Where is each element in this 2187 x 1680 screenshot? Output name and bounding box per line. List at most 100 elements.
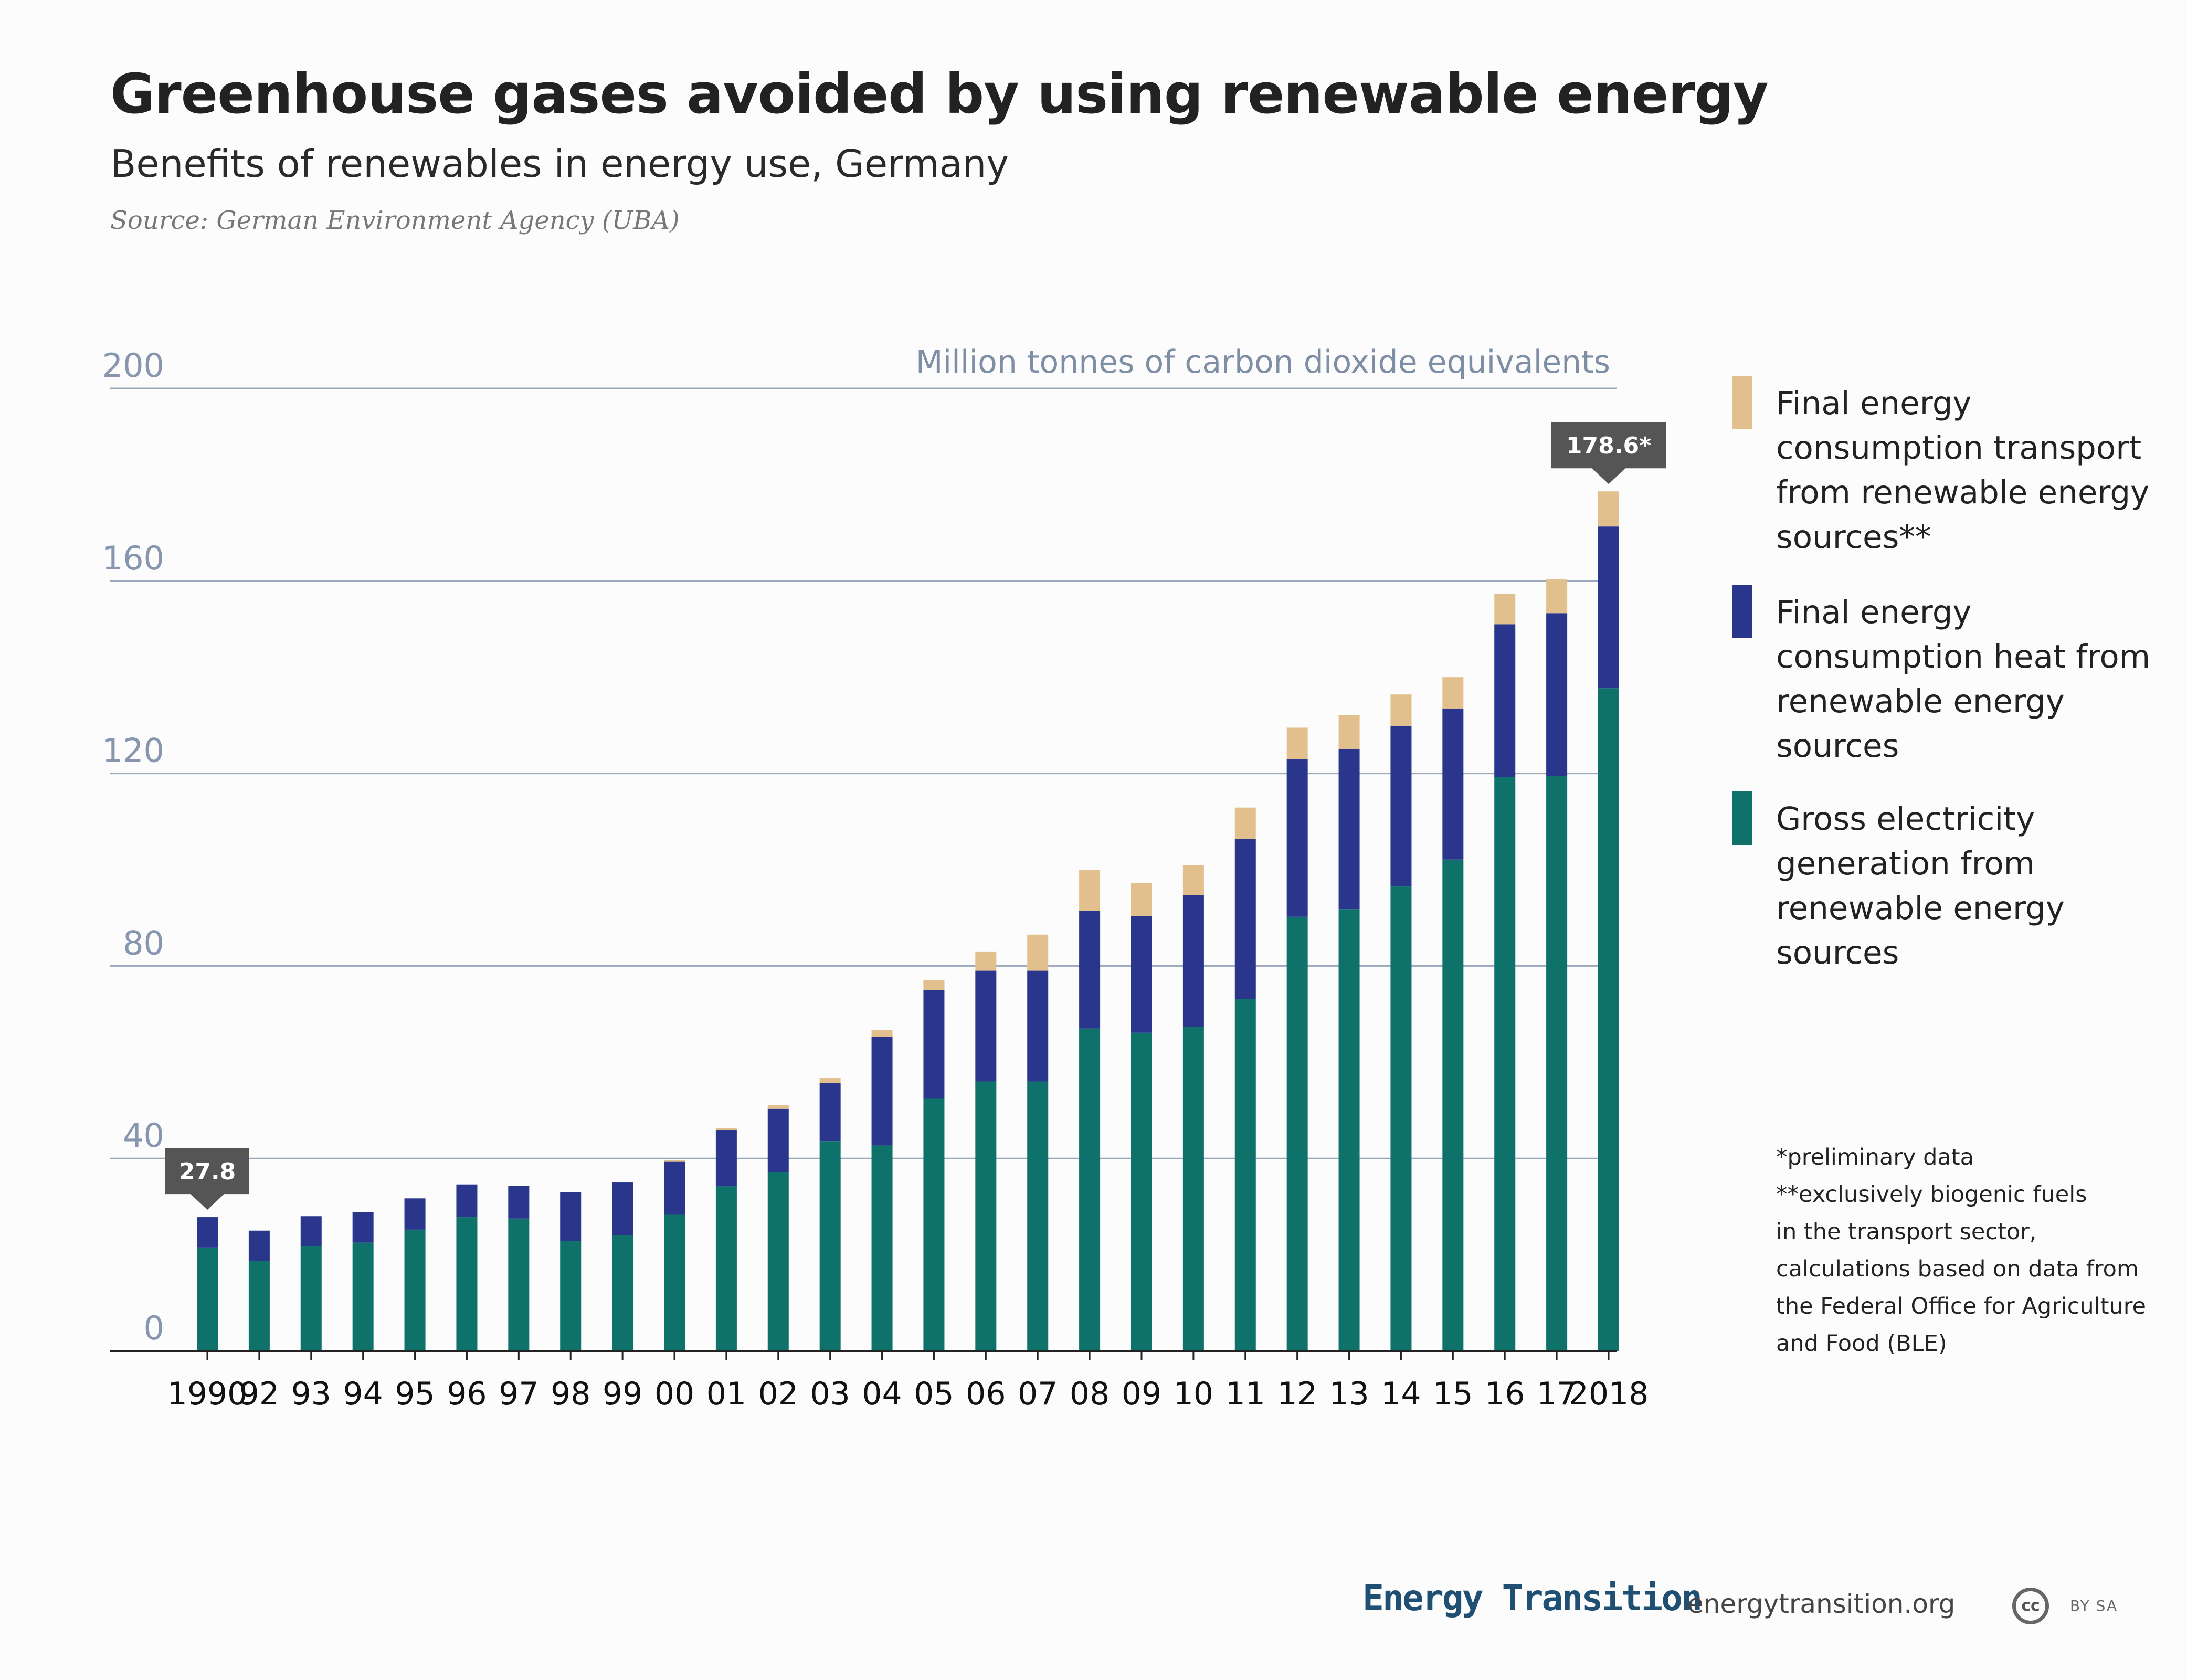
bar-segment bbox=[767, 1172, 789, 1351]
footnote-line: the Federal Office for Agriculture bbox=[1776, 1293, 2146, 1319]
y-tick-label: 120 bbox=[102, 732, 164, 770]
creative-commons-icon: cc bbox=[2012, 1588, 2049, 1624]
y-tick-label: 80 bbox=[123, 924, 164, 962]
legend-label-transport: Final energy consumption transport from … bbox=[1776, 385, 2150, 556]
y-tick-label: 200 bbox=[102, 346, 164, 385]
callout-box bbox=[1551, 422, 1666, 484]
x-tick-label: 94 bbox=[343, 1376, 383, 1412]
x-tick-label: 2018 bbox=[1569, 1376, 1649, 1412]
bar-segment bbox=[1079, 1028, 1101, 1351]
x-tick-label: 14 bbox=[1381, 1376, 1421, 1412]
bar-segment bbox=[508, 1218, 530, 1351]
y-tick-label: 40 bbox=[123, 1116, 164, 1155]
y-tick-label: 160 bbox=[102, 539, 164, 577]
bar-segment bbox=[1442, 859, 1464, 1351]
bar-segment bbox=[1286, 916, 1308, 1351]
bar-segment bbox=[1079, 910, 1101, 1029]
bar-segment bbox=[612, 1182, 633, 1235]
y-axis-tick-labels: 0 40 80 120 160 200 bbox=[102, 346, 164, 1347]
bar-segment bbox=[715, 1186, 737, 1351]
bar-segment bbox=[1390, 886, 1412, 1351]
footnote-line: **exclusively biogenic fuels bbox=[1776, 1181, 2087, 1208]
bar-segment bbox=[767, 1108, 789, 1172]
bar-segment bbox=[508, 1186, 530, 1219]
bar-segment bbox=[1182, 865, 1204, 895]
bar-segment bbox=[1234, 807, 1256, 839]
x-tick-label: 17 bbox=[1537, 1376, 1577, 1412]
chart-title: Greenhouse gases avoided by using renewa… bbox=[110, 62, 1769, 126]
bar-segment bbox=[1338, 715, 1360, 749]
bar-segment bbox=[300, 1246, 322, 1351]
bar-segment bbox=[1131, 916, 1152, 1033]
bar-segment bbox=[1390, 694, 1412, 726]
bar-segment bbox=[560, 1241, 582, 1351]
bar-segment bbox=[664, 1214, 685, 1351]
x-tick-label: 00 bbox=[654, 1376, 694, 1412]
bar-segment bbox=[1494, 624, 1516, 777]
brand-logo: Energy Transition bbox=[1362, 1578, 1703, 1619]
bar-segment bbox=[923, 980, 945, 990]
x-tick-label: 11 bbox=[1225, 1376, 1265, 1412]
x-tick-label: 08 bbox=[1070, 1376, 1110, 1412]
bar-segment bbox=[1442, 677, 1464, 709]
footnote-line: calculations based on data from bbox=[1776, 1256, 2139, 1282]
x-tick-label: 13 bbox=[1329, 1376, 1369, 1412]
x-tick-label: 99 bbox=[603, 1376, 642, 1412]
bar-segment bbox=[612, 1235, 633, 1351]
x-tick-label: 15 bbox=[1433, 1376, 1473, 1412]
x-tick-label: 10 bbox=[1174, 1376, 1213, 1412]
gridlines bbox=[110, 387, 1617, 1159]
bars bbox=[197, 491, 1619, 1351]
x-tick-label: 95 bbox=[395, 1376, 435, 1412]
bar-segment bbox=[1598, 688, 1619, 1351]
bar-segment bbox=[871, 1030, 893, 1037]
bar-segment bbox=[1027, 970, 1049, 1082]
x-tick-label: 98 bbox=[551, 1376, 590, 1412]
bar-segment bbox=[352, 1212, 374, 1243]
bar-segment bbox=[1027, 934, 1049, 971]
bar-segment bbox=[715, 1128, 737, 1131]
footnotes: *preliminary data **exclusively biogenic… bbox=[1776, 1139, 2175, 1362]
bar-segment bbox=[1286, 759, 1308, 917]
bar-segment bbox=[197, 1247, 218, 1351]
site-url[interactable]: energytransition.org bbox=[1687, 1589, 1956, 1619]
bar-segment bbox=[1338, 909, 1360, 1351]
x-tick-label: 12 bbox=[1277, 1376, 1317, 1412]
bar-segment bbox=[923, 990, 945, 1099]
bar-segment bbox=[1546, 579, 1568, 614]
x-tick-label: 97 bbox=[499, 1376, 538, 1412]
bar-segment bbox=[1546, 776, 1568, 1351]
bar-segment bbox=[871, 1145, 893, 1351]
bar-segment bbox=[871, 1037, 893, 1146]
bar-segment bbox=[975, 970, 997, 1082]
bar-segment bbox=[1390, 725, 1412, 887]
callout-label: 27.8 bbox=[179, 1158, 236, 1185]
x-tick-label: 07 bbox=[1018, 1376, 1058, 1412]
bar-segment bbox=[715, 1130, 737, 1187]
bar-segment bbox=[664, 1161, 685, 1215]
chart-subtitle: Benefits of renewables in energy use, Ge… bbox=[110, 142, 1009, 186]
bar-segment bbox=[1131, 1032, 1152, 1351]
bar-segment bbox=[1494, 777, 1516, 1351]
footnote-line: in the transport sector, bbox=[1776, 1219, 2037, 1245]
x-tick-label: 16 bbox=[1485, 1376, 1525, 1412]
bar-segment bbox=[1442, 708, 1464, 860]
bar-segment bbox=[1546, 613, 1568, 776]
x-tick-label: 93 bbox=[291, 1376, 331, 1412]
bar-segment bbox=[819, 1141, 841, 1351]
x-tick-label: 96 bbox=[447, 1376, 487, 1412]
bar-segment bbox=[767, 1105, 789, 1109]
bar-segment bbox=[1338, 748, 1360, 910]
bar-segment bbox=[1598, 491, 1619, 527]
x-tick-label: 02 bbox=[758, 1376, 798, 1412]
bar-segment bbox=[819, 1083, 841, 1142]
bar-segment bbox=[1131, 883, 1152, 916]
bar-segment bbox=[1079, 870, 1101, 911]
x-tick-label: 06 bbox=[966, 1376, 1006, 1412]
legend-swatch-transport bbox=[1732, 376, 1752, 429]
x-tick-label: 05 bbox=[914, 1376, 954, 1412]
legend-swatch-electricity bbox=[1732, 791, 1752, 845]
bar-segment bbox=[456, 1184, 478, 1218]
